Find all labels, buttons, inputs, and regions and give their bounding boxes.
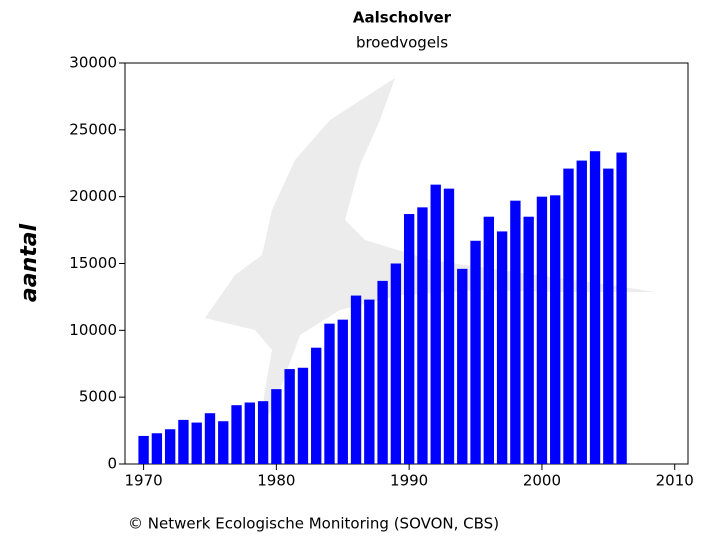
x-tick-label: 2010	[656, 472, 694, 490]
bar	[377, 280, 388, 464]
bar	[218, 421, 229, 464]
bar	[496, 231, 508, 464]
bar	[616, 152, 627, 464]
bar	[390, 263, 402, 464]
bar	[403, 214, 415, 464]
bar	[324, 323, 335, 464]
y-tick-label: 10000	[69, 321, 117, 339]
bar	[536, 196, 548, 464]
footer: © Netwerk Ecologische Monitoring (SOVON,…	[128, 515, 499, 533]
bar	[350, 295, 362, 464]
bar	[311, 347, 322, 464]
bar	[231, 405, 242, 464]
bar	[443, 188, 455, 464]
y-tick-label: 0	[107, 455, 117, 473]
y-axis-label: aantal	[17, 223, 42, 302]
bar	[563, 168, 574, 464]
chart-subtitle: broedvogels	[356, 34, 448, 52]
bar	[178, 419, 189, 464]
bar	[297, 367, 309, 464]
x-tick-label: 1970	[124, 472, 162, 490]
x-tick-label: 1980	[257, 472, 295, 490]
bar	[337, 319, 348, 464]
bar	[164, 429, 176, 464]
bar	[151, 433, 163, 464]
x-tick-label: 2000	[523, 472, 561, 490]
bar	[470, 240, 481, 464]
bar	[284, 369, 295, 464]
bar	[271, 389, 282, 464]
chart-title: Aalscholver	[353, 9, 452, 27]
bar	[457, 268, 468, 464]
x-tick-label: 1990	[390, 472, 428, 490]
bar	[550, 195, 561, 464]
bar	[430, 184, 441, 465]
y-tick-label: 30000	[69, 54, 117, 72]
bar	[257, 401, 269, 464]
bar	[483, 216, 495, 464]
bar	[417, 207, 428, 465]
bar	[191, 422, 202, 464]
bar	[244, 402, 255, 464]
y-tick-label: 5000	[79, 388, 117, 406]
bar	[603, 168, 614, 464]
bar	[523, 216, 534, 464]
y-tick-label: 15000	[69, 254, 117, 272]
bar	[204, 413, 216, 464]
bar	[138, 435, 149, 464]
bar	[510, 200, 521, 464]
bar	[589, 151, 601, 464]
y-tick-label: 20000	[69, 187, 117, 205]
y-tick-label: 25000	[69, 120, 117, 138]
bar	[364, 299, 375, 464]
bird-silhouette	[205, 78, 655, 440]
bar	[576, 160, 587, 464]
